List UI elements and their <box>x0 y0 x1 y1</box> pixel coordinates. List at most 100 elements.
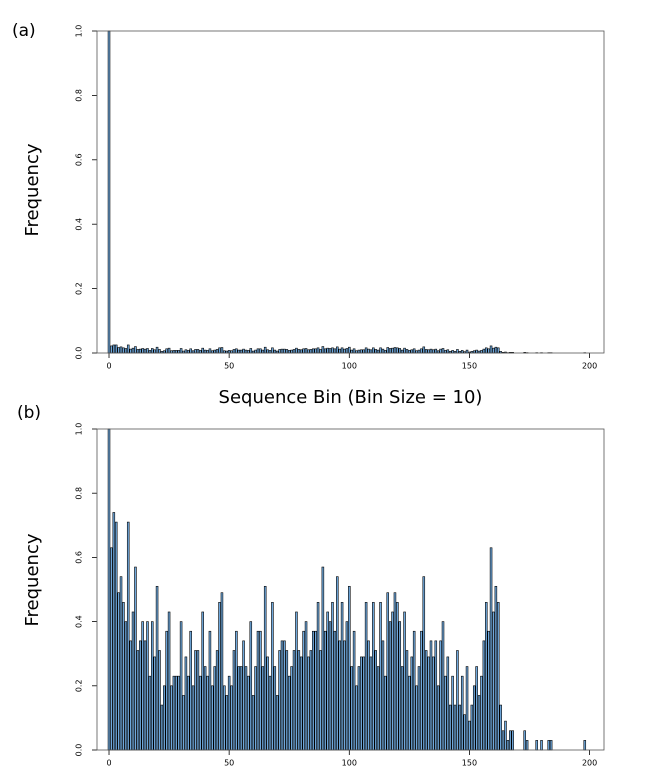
bar <box>134 566 137 751</box>
bar <box>372 602 375 751</box>
y-tick-label: 0.8 <box>75 487 84 500</box>
bar <box>487 348 490 354</box>
bar <box>107 428 111 751</box>
bar <box>131 347 135 354</box>
bar <box>148 675 152 751</box>
bar <box>475 349 478 354</box>
bar <box>126 344 130 354</box>
bar <box>155 585 159 751</box>
bar <box>271 347 274 354</box>
bar <box>489 547 493 751</box>
bar <box>398 348 402 354</box>
bar <box>249 621 253 751</box>
bar <box>131 611 135 751</box>
bar <box>143 640 147 751</box>
bar <box>420 630 423 751</box>
bar <box>307 656 310 751</box>
bar <box>446 349 450 354</box>
bar <box>417 666 421 751</box>
bar <box>165 348 168 354</box>
bar <box>384 675 387 751</box>
x-tick-label: 50 <box>224 759 234 768</box>
bar <box>167 611 171 751</box>
bar <box>112 512 116 751</box>
plot-frame <box>96 30 605 354</box>
bar <box>119 576 123 751</box>
bar <box>340 347 344 354</box>
bar <box>230 685 233 751</box>
bar <box>136 349 140 354</box>
bar <box>160 704 164 751</box>
bar <box>494 585 498 751</box>
bar <box>292 349 296 354</box>
bar <box>114 521 118 751</box>
bar <box>328 621 332 751</box>
bar <box>189 630 192 751</box>
x-tick-label: 0 <box>106 759 111 768</box>
bar <box>391 347 394 354</box>
bar <box>191 685 195 751</box>
y-tick-label: 0.6 <box>75 551 84 564</box>
bar <box>484 347 488 354</box>
bar <box>422 576 426 751</box>
bar <box>362 349 365 354</box>
bar <box>268 675 272 751</box>
bar <box>482 348 486 354</box>
bar <box>525 740 529 751</box>
bar <box>400 349 404 354</box>
bar <box>364 347 368 354</box>
bar <box>410 656 414 751</box>
bar <box>446 656 450 751</box>
bar <box>256 348 260 354</box>
bar <box>167 347 171 354</box>
bar <box>319 650 322 751</box>
bar <box>232 650 236 751</box>
bar <box>441 348 445 354</box>
bar <box>434 348 438 354</box>
bar <box>386 592 390 751</box>
bar <box>468 720 471 751</box>
bar <box>319 349 322 354</box>
bar <box>194 349 197 354</box>
bar <box>302 630 305 751</box>
bar <box>119 346 123 354</box>
bar <box>278 650 281 751</box>
bar <box>326 347 329 354</box>
bar <box>235 630 238 751</box>
bar <box>583 740 587 751</box>
bar <box>254 666 257 751</box>
bar <box>456 650 459 751</box>
bar <box>304 348 308 354</box>
bar <box>376 666 380 751</box>
bar <box>182 695 185 751</box>
bar <box>263 346 267 354</box>
x-tick-label: 100 <box>342 362 357 371</box>
bar <box>408 675 411 751</box>
bar <box>465 349 469 354</box>
bar <box>369 349 373 354</box>
bar <box>374 349 377 354</box>
bar <box>302 348 305 354</box>
bar <box>235 348 238 354</box>
x-tick-label: 0 <box>106 362 111 371</box>
bar <box>472 685 476 751</box>
bar <box>314 348 317 354</box>
bar <box>143 348 147 354</box>
bar <box>110 345 113 354</box>
x-tick-label: 200 <box>582 759 597 768</box>
bar <box>271 602 274 751</box>
y-axis-label: Frequency <box>22 143 43 236</box>
bar <box>350 666 353 751</box>
bar <box>266 349 269 354</box>
bar <box>259 630 262 751</box>
bar <box>249 348 253 354</box>
bar <box>261 666 265 751</box>
bar <box>324 630 327 751</box>
bar <box>155 346 159 354</box>
bar <box>254 349 257 354</box>
bar <box>523 730 526 751</box>
bar <box>396 347 399 354</box>
bar <box>352 630 356 751</box>
bar <box>213 666 217 751</box>
bar <box>451 675 454 751</box>
